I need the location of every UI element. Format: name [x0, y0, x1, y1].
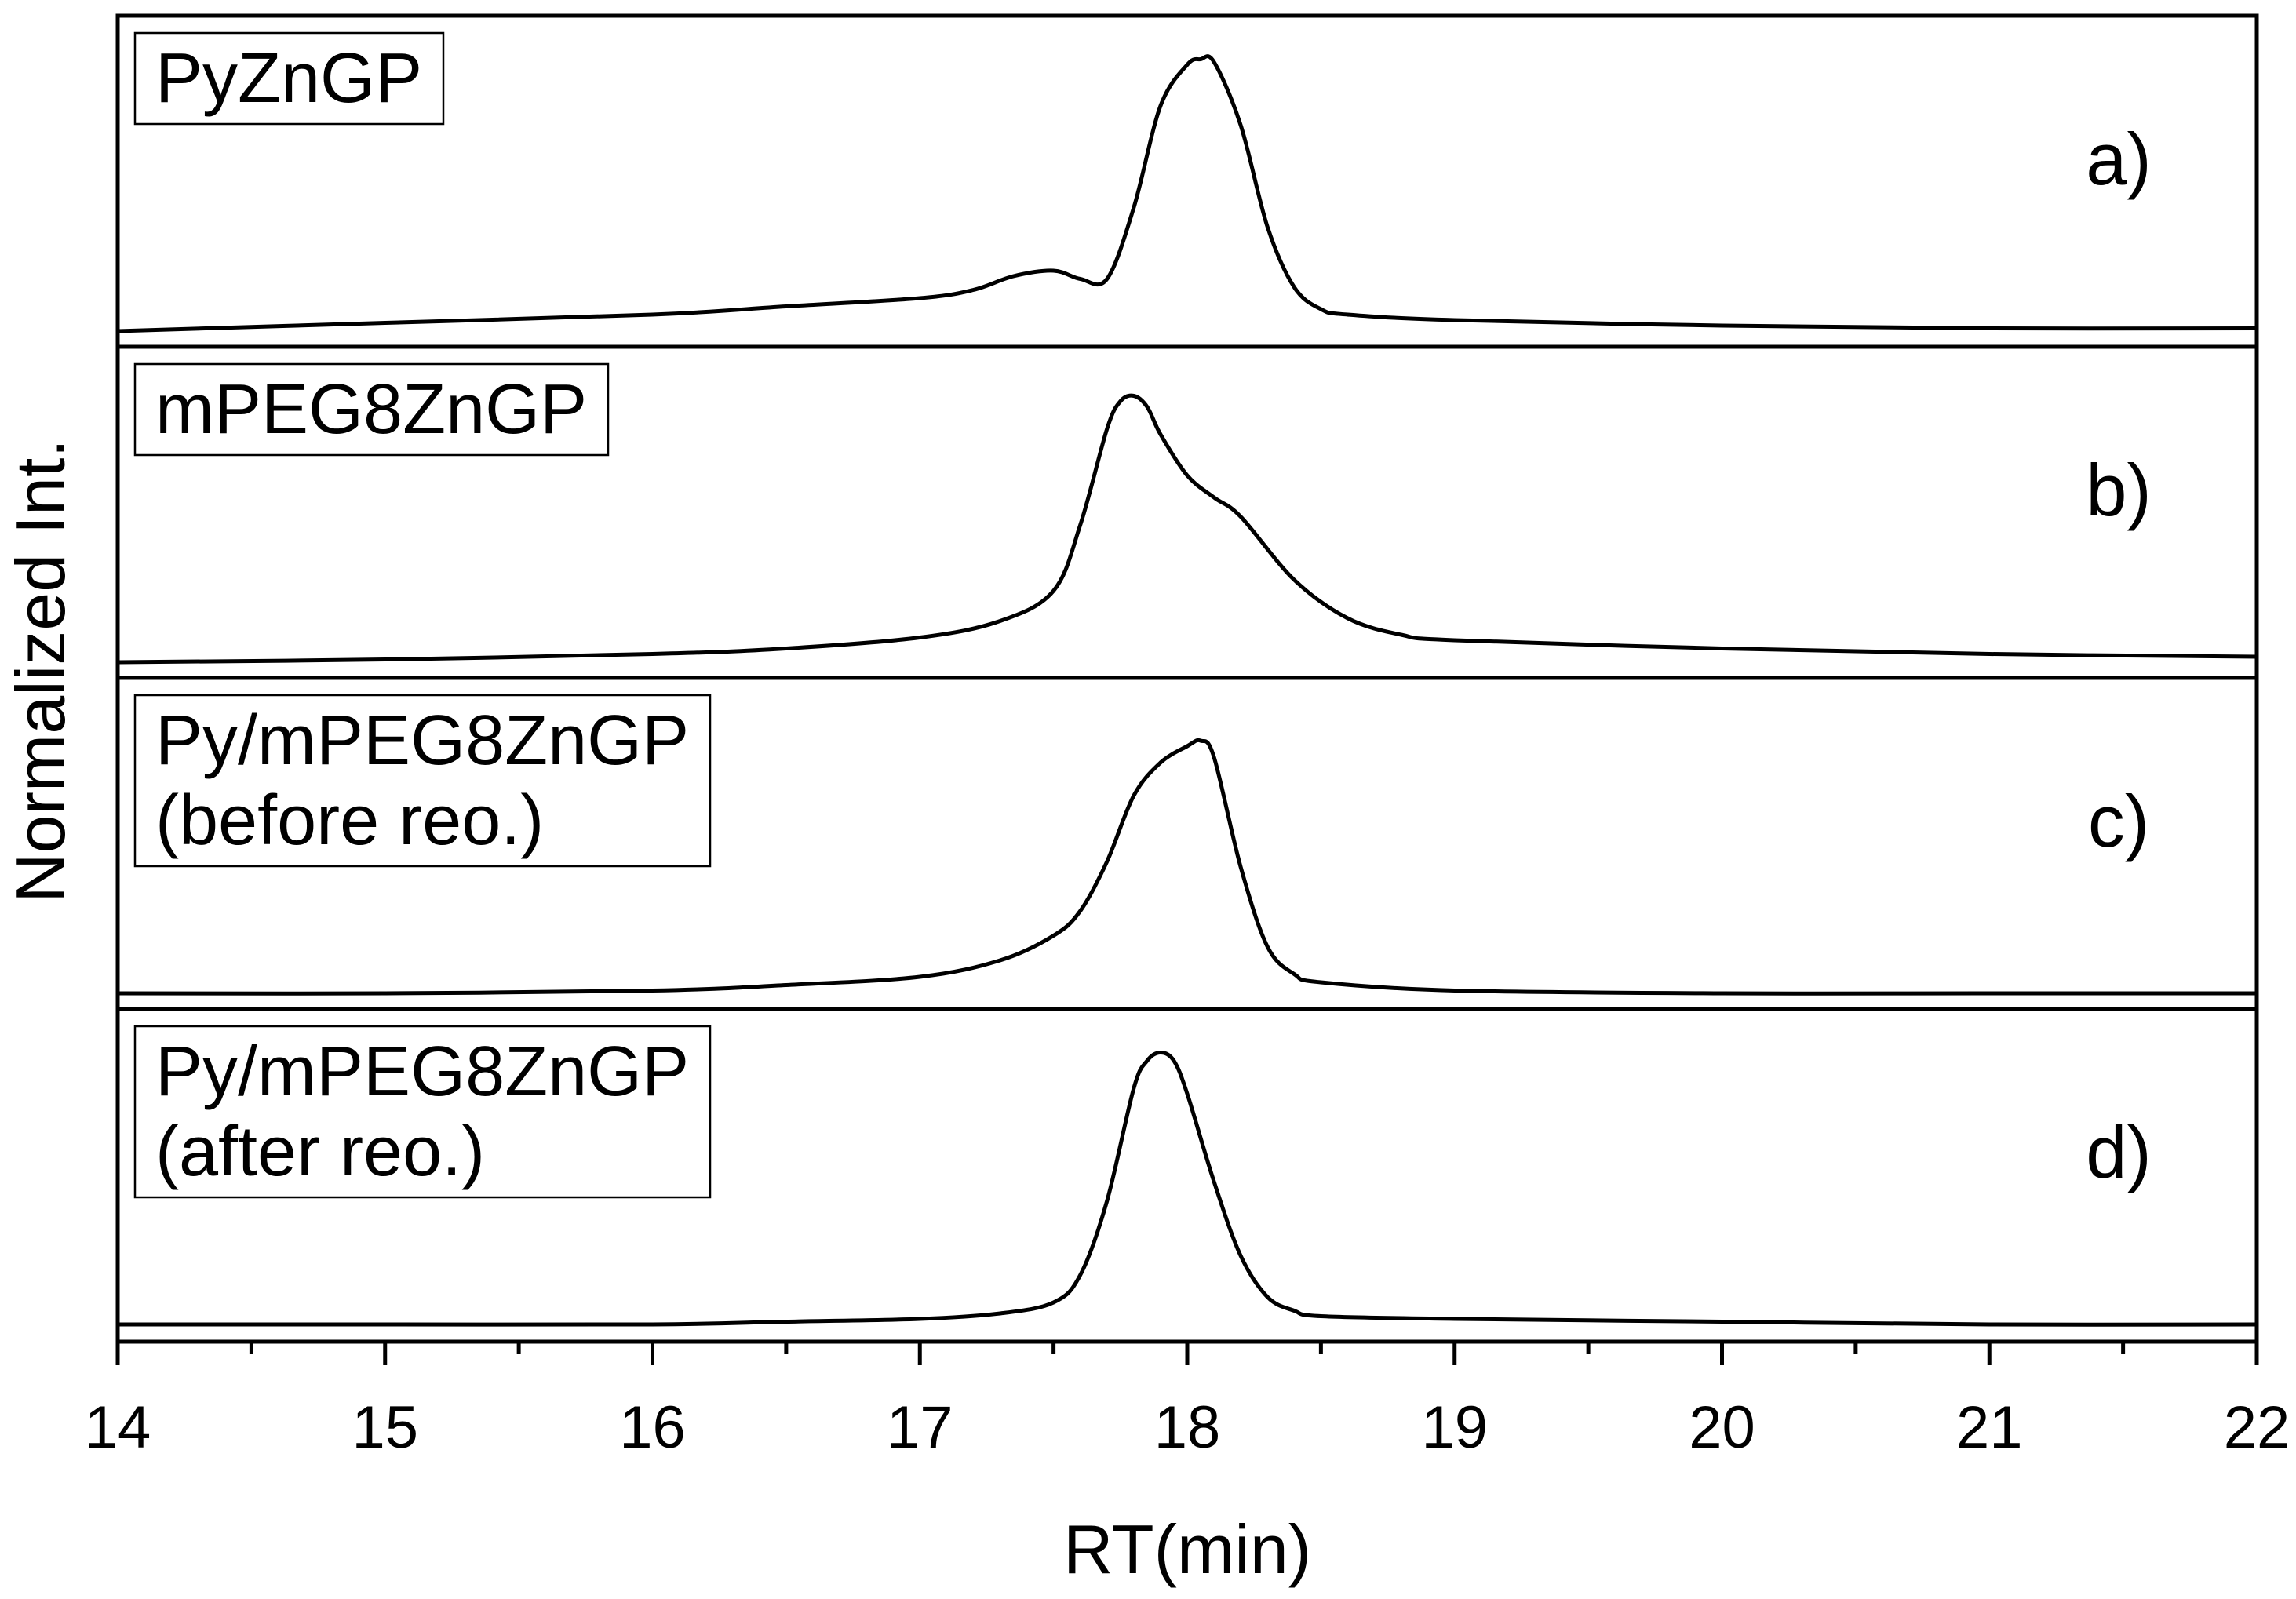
x-tick-label: 14: [85, 1394, 151, 1461]
series-line: [115, 1051, 2259, 1327]
x-tick-label: 20: [1689, 1394, 1755, 1461]
x-axis: 14 15 16 17 18 19 20 21 22: [85, 1342, 2291, 1461]
y-axis-title: Normalized Int.: [2, 439, 79, 903]
panel-label: a): [2086, 118, 2152, 200]
x-tick-label: 22: [2224, 1394, 2291, 1461]
x-tick-label: 15: [352, 1394, 418, 1461]
panel-label: b): [2086, 449, 2152, 531]
panel-label: d): [2086, 1111, 2152, 1193]
x-tick-label: 19: [1421, 1394, 1488, 1461]
panel-b: mPEG8ZnGP b): [115, 344, 2259, 665]
sample-label: (before reo.): [155, 781, 544, 860]
sample-label-box: [133, 362, 610, 457]
sample-label: PyZnGP: [155, 39, 422, 118]
panel-c: Py/mPEG8ZnGP(before reo.) c): [115, 676, 2259, 996]
series-line: [115, 54, 2259, 333]
x-tick-label: 21: [1956, 1394, 2023, 1461]
sample-label: (after reo.): [155, 1113, 485, 1191]
sample-label-box: [133, 1025, 712, 1199]
x-axis-title: RT(min): [1063, 1510, 1311, 1588]
series-line: [115, 738, 2259, 996]
sample-label: Py/mPEG8ZnGP: [155, 701, 689, 780]
sample-label: Py/mPEG8ZnGP: [155, 1033, 689, 1111]
panel-d: Py/mPEG8ZnGP(after reo.) d): [115, 1007, 2259, 1327]
panel-label: c): [2088, 780, 2149, 862]
sample-label-box: [133, 31, 445, 126]
x-tick-label: 16: [619, 1394, 686, 1461]
series-line: [115, 393, 2259, 665]
sample-label-box: [133, 694, 712, 868]
x-tick-label: 17: [887, 1394, 953, 1461]
x-tick-label: 18: [1154, 1394, 1221, 1461]
sample-label: mPEG8ZnGP: [155, 370, 587, 449]
panel-a: PyZnGP a): [115, 31, 2259, 333]
